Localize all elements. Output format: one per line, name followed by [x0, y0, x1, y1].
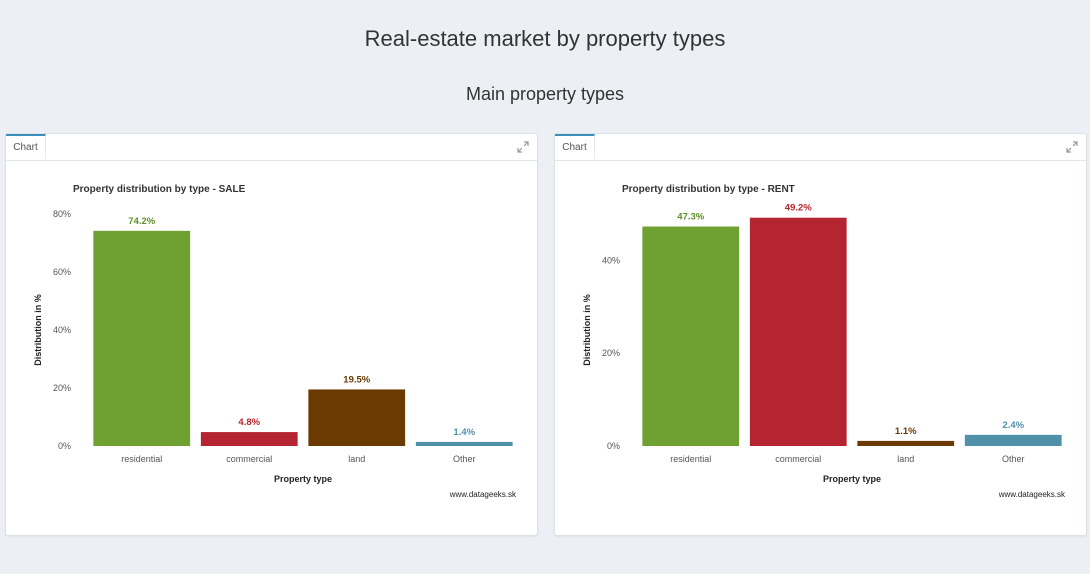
- bar-commercial: [749, 217, 847, 446]
- chart-caption: www.datageeks.sk: [449, 490, 517, 499]
- sale-bar-chart: Property distribution by type - SALE 0% 20…: [33, 184, 517, 499]
- tab-chart[interactable]: Chart: [6, 134, 46, 159]
- data-label: 74.2%: [128, 216, 155, 227]
- x-tick-label: land: [348, 454, 365, 464]
- bar-land: [308, 389, 406, 446]
- data-label: 49.2%: [785, 203, 812, 214]
- x-axis-label: Property type: [274, 474, 332, 484]
- panel-tabbar: Chart: [555, 134, 1086, 161]
- bar-residential: [642, 226, 740, 446]
- x-tick-label: commercial: [775, 454, 821, 464]
- x-tick-label: land: [897, 454, 914, 464]
- y-tick-label: 20%: [602, 348, 620, 358]
- data-label: 4.8%: [238, 417, 260, 428]
- chart-title: Property distribution by type - SALE: [73, 184, 246, 195]
- data-label: 2.4%: [1002, 420, 1024, 431]
- data-label: 1.4%: [453, 427, 475, 438]
- y-tick-label: 0%: [607, 441, 620, 451]
- chart-panel-sale: Chart Property distribution by type - SA…: [5, 133, 538, 536]
- expand-icon[interactable]: [1066, 141, 1078, 153]
- x-tick-label: Other: [1002, 454, 1025, 464]
- tab-chart[interactable]: Chart: [555, 134, 595, 159]
- bar-other: [415, 441, 513, 446]
- x-tick-label: residential: [121, 454, 162, 464]
- chart-panel-rent: Chart Property distribution by type - RE…: [554, 133, 1087, 536]
- data-label: 19.5%: [343, 374, 370, 385]
- x-axis-label: Property type: [823, 474, 881, 484]
- chart-caption: www.datageeks.sk: [998, 490, 1066, 499]
- y-axis-label: Distribution in %: [33, 294, 43, 366]
- y-tick-label: 0%: [58, 441, 71, 451]
- y-tick-label: 40%: [602, 255, 620, 265]
- bar-other: [964, 434, 1062, 446]
- rent-bar-chart: Property distribution by type - RENT 0% 20…: [582, 184, 1066, 499]
- x-tick-label: commercial: [226, 454, 272, 464]
- expand-icon[interactable]: [517, 141, 529, 153]
- panel-tabbar: Chart: [6, 134, 537, 161]
- bar-land: [857, 440, 955, 446]
- bar-commercial: [200, 432, 298, 446]
- chart-title: Property distribution by type - RENT: [622, 184, 795, 195]
- y-tick-label: 40%: [53, 325, 71, 335]
- data-label: 1.1%: [895, 426, 917, 437]
- bar-residential: [93, 230, 191, 446]
- page-subtitle: Main property types: [465, 84, 625, 104]
- x-tick-label: residential: [670, 454, 711, 464]
- y-tick-label: 60%: [53, 267, 71, 277]
- y-tick-label: 80%: [53, 209, 71, 219]
- page-title: Real-estate market by property types: [364, 26, 726, 51]
- x-tick-label: Other: [453, 454, 476, 464]
- y-axis-label: Distribution in %: [582, 294, 592, 366]
- data-label: 47.3%: [677, 212, 704, 223]
- y-tick-label: 20%: [53, 383, 71, 393]
